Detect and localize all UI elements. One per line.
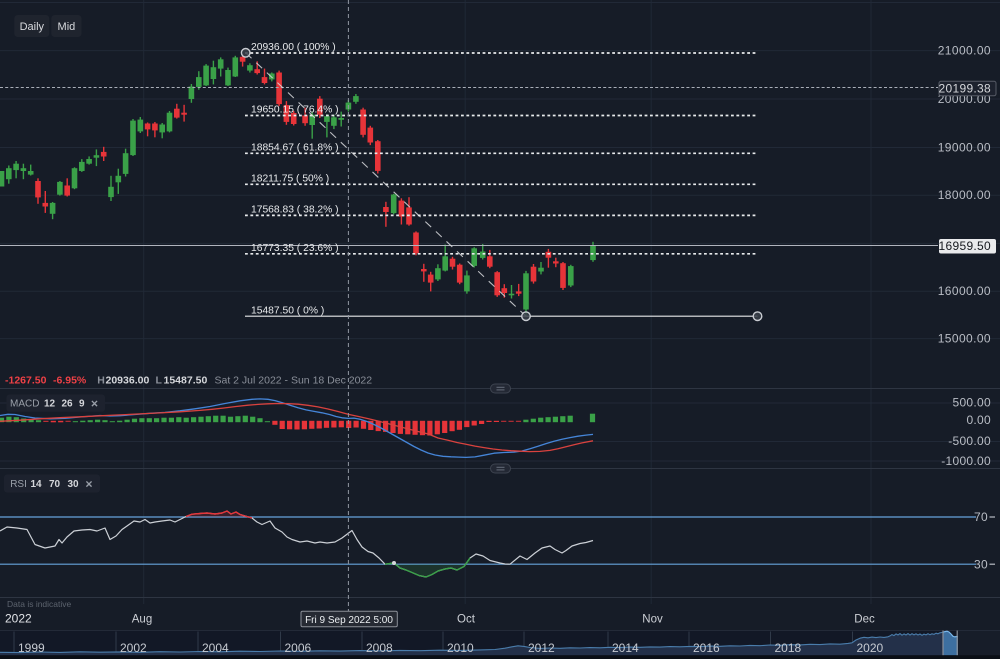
svg-text:H: H [97,374,105,386]
svg-text:Aug: Aug [132,614,152,626]
svg-text:30: 30 [68,479,80,490]
svg-text:-1000.00: -1000.00 [941,454,991,468]
svg-text:Daily: Daily [20,21,45,33]
svg-text:RSI: RSI [10,479,27,490]
svg-text:Oct: Oct [457,614,476,626]
svg-text:✕: ✕ [85,480,93,491]
svg-text:Data is indicative: Data is indicative [7,599,72,609]
svg-text:15487.50 ( 0% ): 15487.50 ( 0% ) [251,305,324,316]
svg-text:Sat 2 Jul 2022 - Sun 18 Dec 20: Sat 2 Jul 2022 - Sun 18 Dec 2022 [215,374,373,386]
svg-text:2002: 2002 [120,641,147,655]
svg-text:15487.50: 15487.50 [164,374,208,386]
svg-text:16000.00: 16000.00 [938,284,991,298]
svg-text:2006: 2006 [285,641,312,655]
svg-text:19000.00: 19000.00 [938,141,991,155]
svg-text:500.00: 500.00 [952,396,991,410]
svg-text:2004: 2004 [202,641,229,655]
svg-text:2008: 2008 [366,641,393,655]
svg-text:21000.00: 21000.00 [938,44,991,58]
svg-text:70: 70 [974,510,988,524]
svg-text:18000.00: 18000.00 [938,188,991,202]
svg-text:-1267.50: -1267.50 [5,374,47,386]
svg-text:-6.95%: -6.95% [53,374,87,386]
svg-text:26: 26 [62,398,74,409]
svg-text:2010: 2010 [447,641,474,655]
svg-text:16773.35 ( 23.6% ): 16773.35 ( 23.6% ) [251,243,339,254]
svg-text:1999: 1999 [18,641,45,655]
svg-text:2018: 2018 [775,641,802,655]
svg-text:12: 12 [44,398,56,409]
svg-text:2020: 2020 [857,641,884,655]
svg-text:20936.00: 20936.00 [106,374,150,386]
svg-text:Mid: Mid [58,21,76,33]
svg-text:14: 14 [31,479,43,490]
svg-text:16959.50: 16959.50 [939,239,991,253]
svg-text:Nov: Nov [642,614,663,626]
svg-text:20199.38: 20199.38 [939,81,991,95]
svg-text:20936.00 ( 100% ): 20936.00 ( 100% ) [251,42,336,53]
svg-text:18211.75 ( 50% ): 18211.75 ( 50% ) [251,174,329,185]
svg-text:18854.67 ( 61.8% ): 18854.67 ( 61.8% ) [251,143,339,154]
svg-text:9: 9 [79,398,85,409]
svg-text:2016: 2016 [693,641,720,655]
svg-text:30: 30 [974,557,988,571]
svg-text:0.00: 0.00 [966,413,991,427]
svg-text:Dec: Dec [854,614,875,626]
svg-text:✕: ✕ [91,399,99,410]
svg-text:MACD: MACD [10,398,39,409]
svg-text:70: 70 [49,479,61,490]
svg-text:15000.00: 15000.00 [938,332,991,346]
svg-text:19650.15 ( 76.4% ): 19650.15 ( 76.4% ) [251,105,339,116]
svg-text:2012: 2012 [528,641,555,655]
svg-text:2014: 2014 [612,641,639,655]
svg-text:2022: 2022 [5,612,32,626]
svg-text:L: L [156,374,163,386]
svg-text:17568.83 ( 38.2% ): 17568.83 ( 38.2% ) [251,205,339,216]
svg-text:Fri 9 Sep 2022 5:00: Fri 9 Sep 2022 5:00 [305,615,393,626]
svg-text:-500.00: -500.00 [948,434,991,448]
